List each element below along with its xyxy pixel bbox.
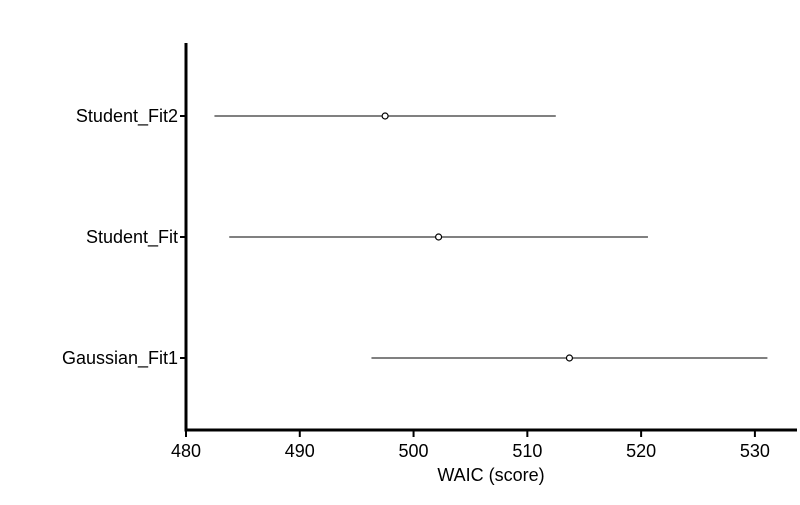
x-tick-label: 520 <box>626 441 656 461</box>
x-tick-label: 510 <box>512 441 542 461</box>
y-tick-label: Gaussian_Fit1 <box>62 348 178 369</box>
x-tick-label: 480 <box>171 441 201 461</box>
x-axis-label: WAIC (score) <box>437 465 544 485</box>
point <box>565 354 574 362</box>
y-tick-label: Student_Fit2 <box>76 106 178 127</box>
x-tick-label: 500 <box>399 441 429 461</box>
x-tick-label: 530 <box>740 441 770 461</box>
y-tick-label: Student_Fit <box>86 227 178 248</box>
point <box>381 112 389 120</box>
point <box>434 233 443 241</box>
x-tick-label: 490 <box>285 441 315 461</box>
